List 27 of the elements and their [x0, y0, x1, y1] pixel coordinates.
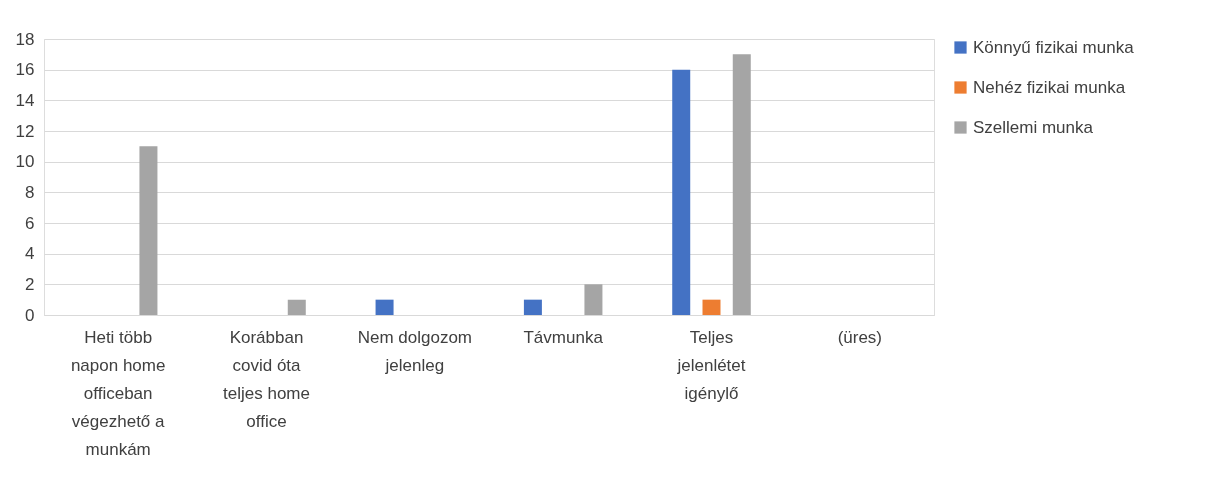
- bar: [584, 284, 603, 315]
- y-tick-label: 6: [25, 213, 35, 233]
- y-tick-label: 18: [15, 29, 35, 49]
- legend-label: Szellemi munka: [973, 117, 1094, 137]
- bar: [523, 299, 542, 315]
- y-tick-label: 8: [25, 182, 35, 202]
- x-tick-label: Korábban covid óta teljes home office: [223, 327, 310, 431]
- bar: [702, 299, 721, 315]
- y-tick-label: 12: [15, 121, 35, 141]
- x-tick-label: (üres): [837, 327, 883, 347]
- x-tick-label: Heti több napon home officeban végezhető a munkám: [70, 327, 166, 459]
- y-tick-label: 2: [25, 274, 35, 294]
- y-tick-label: 0: [25, 305, 35, 325]
- legend-label: Könnyű fizikai munka: [973, 37, 1135, 57]
- bar: [287, 299, 306, 315]
- y-tick-label: 16: [15, 60, 35, 80]
- y-tick-label: 14: [15, 90, 35, 110]
- x-tick-label: Távmunka: [523, 327, 604, 347]
- y-tick-label: 4: [25, 244, 35, 264]
- bar: [139, 146, 158, 315]
- y-tick-label: 10: [15, 152, 35, 172]
- x-tick-label: Teljes jelenlétet igénylő: [676, 327, 746, 403]
- legend-label: Nehéz fizikai munka: [973, 77, 1126, 97]
- bar: [672, 69, 691, 315]
- x-tick-label: Nem dolgozom jelenleg: [357, 327, 472, 375]
- bar: [375, 299, 394, 315]
- bar: [732, 54, 751, 315]
